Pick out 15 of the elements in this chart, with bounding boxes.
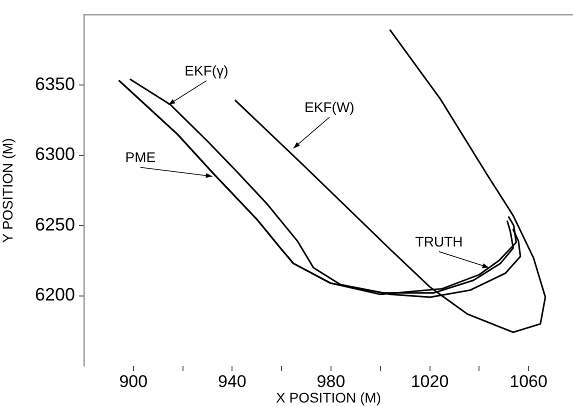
y-axis-title: Y POSITION (M) [0,138,16,243]
annotation: PME [125,149,156,166]
x-tick-label: 1060 [510,372,548,391]
y-tick-label: 6250 [34,214,75,234]
x-tick-label: 940 [218,372,246,391]
annotation: EKF(W) [304,99,354,116]
x-tick-label: 900 [119,372,148,391]
y-tick-label: 6200 [34,284,75,305]
x-tick-label: 1020 [410,372,449,391]
x-axis-title: X POSITION (M) [276,389,381,406]
annotation: EKF(γ) [184,62,228,79]
y-tick-label: 6350 [34,74,75,94]
x-tick-label: 980 [316,372,346,391]
annotation: TRUTH [415,234,463,250]
y-tick-label: 6300 [34,144,75,164]
